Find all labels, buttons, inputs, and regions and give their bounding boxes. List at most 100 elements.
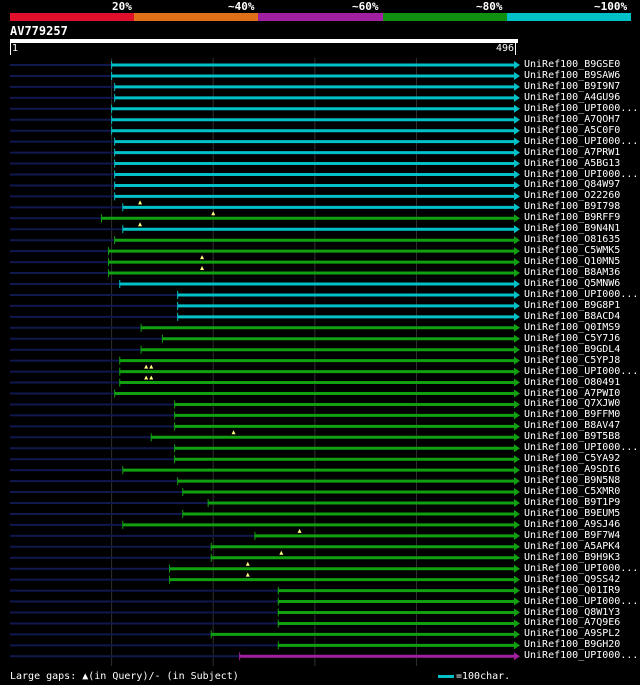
hit-label[interactable]: UniRef100_UPI000... xyxy=(524,365,639,377)
gap-marker-icon xyxy=(211,211,216,216)
hit-arrow-icon xyxy=(514,499,520,507)
hit-label[interactable]: UniRef100_B9EUM5 xyxy=(524,507,621,519)
hit-label[interactable]: UniRef100_UPI000... xyxy=(524,288,639,300)
hit-label[interactable]: UniRef100_A7PWI0 xyxy=(524,387,621,399)
hit-label[interactable]: UniRef100_B9GSE0 xyxy=(524,59,621,70)
gap-marker-icon xyxy=(144,364,149,369)
color-bar-green xyxy=(382,13,507,21)
gap-marker-icon xyxy=(200,255,205,260)
hit-label[interactable]: UniRef100_UPI000... xyxy=(524,135,639,147)
hit-arrow-icon xyxy=(514,564,520,573)
gap-marker-icon xyxy=(231,430,236,435)
hit-label[interactable]: UniRef100_Q84W97 xyxy=(524,179,621,191)
hit-label[interactable]: UniRef100_UPI000... xyxy=(524,442,639,454)
hit-arrow-icon xyxy=(514,586,520,595)
hit-label[interactable]: UniRef100_Q5MNW6 xyxy=(524,278,621,289)
hit-label[interactable]: UniRef100_A5BG13 xyxy=(524,157,621,169)
hit-label[interactable]: UniRef100_A7PRW1 xyxy=(524,146,621,158)
hit-label[interactable]: UniRef100_A9SDI6 xyxy=(524,464,621,476)
hit-label[interactable]: UniRef100_C5WMK5 xyxy=(524,245,621,257)
hit-label[interactable]: UniRef100_A5APK4 xyxy=(524,540,621,552)
hit-arrow-icon xyxy=(514,345,520,354)
hit-label[interactable]: UniRef100_UPI000... xyxy=(524,562,639,574)
hit-arrow-icon xyxy=(514,553,520,562)
gap-marker-icon xyxy=(200,266,205,271)
hit-label[interactable]: UniRef100_A5C0F0 xyxy=(524,124,621,136)
hit-arrow-icon xyxy=(514,455,520,464)
hit-label[interactable]: UniRef100_B8AM36 xyxy=(524,267,621,279)
hit-label[interactable]: UniRef100_O22260 xyxy=(524,190,621,202)
hit-label[interactable]: UniRef100_C5YPJ8 xyxy=(524,354,621,366)
hit-arrow-icon xyxy=(514,170,520,179)
hit-label[interactable]: UniRef100_O80491 xyxy=(524,376,621,388)
hit-label[interactable]: UniRef100_Q9SS42 xyxy=(524,573,621,585)
hit-label[interactable]: UniRef100_UPI000... xyxy=(524,102,639,114)
hit-label[interactable]: UniRef100_B9T5B8 xyxy=(524,431,621,443)
hit-arrow-icon xyxy=(514,488,520,497)
hit-label[interactable]: UniRef100_Q0IMS9 xyxy=(524,321,621,333)
hit-label[interactable]: UniRef100_B9H9K3 xyxy=(524,551,621,563)
gap-marker-icon xyxy=(138,222,143,227)
scale-swatch xyxy=(438,674,454,678)
hit-label[interactable]: UniRef100_A7Q9E6 xyxy=(524,617,621,629)
color-bar-red xyxy=(10,13,135,21)
hit-arrow-icon xyxy=(514,93,520,102)
hit-label[interactable]: UniRef100_C5Y7J6 xyxy=(524,332,621,344)
hit-label[interactable]: UniRef100_B9F7W4 xyxy=(524,529,621,541)
hit-label[interactable]: UniRef100_B9RFF9 xyxy=(524,212,621,224)
scale-text: =100char. xyxy=(456,671,511,682)
hit-label[interactable]: UniRef100_B9GH20 xyxy=(524,639,621,651)
hit-label[interactable]: UniRef100_B8ACD4 xyxy=(524,310,621,322)
gap-marker-icon xyxy=(245,572,250,577)
hit-label[interactable]: UniRef100_Q7XJW0 xyxy=(524,398,621,410)
hit-arrow-icon xyxy=(514,334,520,343)
hit-label[interactable]: UniRef100_B9SAW6 xyxy=(524,69,621,81)
hit-arrow-icon xyxy=(514,159,520,168)
hit-arrow-icon xyxy=(514,290,520,299)
gap-marker-icon xyxy=(144,375,149,380)
hit-arrow-icon xyxy=(514,652,520,661)
hit-label[interactable]: UniRef100_B9T1P9 xyxy=(524,497,621,508)
hit-label[interactable]: UniRef100_C5XMR0 xyxy=(524,486,621,498)
hit-label[interactable]: UniRef100_A9SJ46 xyxy=(524,518,621,530)
color-bar-purple xyxy=(258,13,383,21)
hit-label[interactable]: UniRef100_C5YA92 xyxy=(524,453,621,465)
hit-label[interactable]: UniRef100_UPI000... xyxy=(524,595,639,607)
hit-label[interactable]: UniRef100_B9FFM0 xyxy=(524,409,621,421)
ruler-end-tick xyxy=(515,43,516,55)
hit-label[interactable]: UniRef100_B9N4N1 xyxy=(524,223,621,235)
hit-label[interactable]: UniRef100_B9I798 xyxy=(524,201,621,213)
hit-label[interactable]: UniRef100_O81635 xyxy=(524,234,621,246)
hit-label[interactable]: UniRef100_Q01IR9 xyxy=(524,584,621,596)
gap-marker-icon xyxy=(149,375,154,380)
legend-label-100: ~100% xyxy=(594,0,628,13)
hit-arrow-icon xyxy=(514,203,520,212)
hit-label[interactable]: UniRef100_A7QOH7 xyxy=(524,113,621,125)
hit-label[interactable]: UniRef100_Q10MN5 xyxy=(524,256,621,268)
hit-arrow-icon xyxy=(514,608,520,617)
legend-label-60: ~60% xyxy=(352,0,379,13)
hit-arrow-icon xyxy=(514,466,520,475)
hit-label[interactable]: UniRef100_Q8W1Y3 xyxy=(524,606,621,618)
hit-label[interactable]: UniRef100_B9N5N8 xyxy=(524,475,621,487)
hit-label[interactable]: UniRef100_B9GDL4 xyxy=(524,343,621,355)
hit-label[interactable]: UniRef100_B9G8P1 xyxy=(524,299,621,311)
ruler-end: 496 xyxy=(496,43,515,54)
hit-label[interactable]: UniRef100_A9SPL2 xyxy=(524,628,621,640)
hit-arrow-icon xyxy=(514,301,520,310)
hit-arrow-icon xyxy=(514,433,520,442)
hit-arrow-icon xyxy=(514,422,520,431)
gap-marker-icon xyxy=(149,364,154,369)
hit-label[interactable]: UniRef100_A4GU96 xyxy=(524,91,621,103)
hit-arrow-icon xyxy=(514,323,520,332)
hit-arrow-icon xyxy=(514,312,520,321)
hit-label[interactable]: UniRef100_UPI000... xyxy=(524,168,639,180)
hit-label[interactable]: UniRef100_UPI000... xyxy=(524,650,639,662)
hit-label[interactable]: UniRef100_B9I9N7 xyxy=(524,80,621,92)
hit-arrow-icon xyxy=(514,356,520,365)
gap-marker-icon xyxy=(245,561,250,566)
hit-arrow-icon xyxy=(514,477,520,486)
hit-arrow-icon xyxy=(514,126,520,135)
hit-label[interactable]: UniRef100_B8AV47 xyxy=(524,420,621,432)
